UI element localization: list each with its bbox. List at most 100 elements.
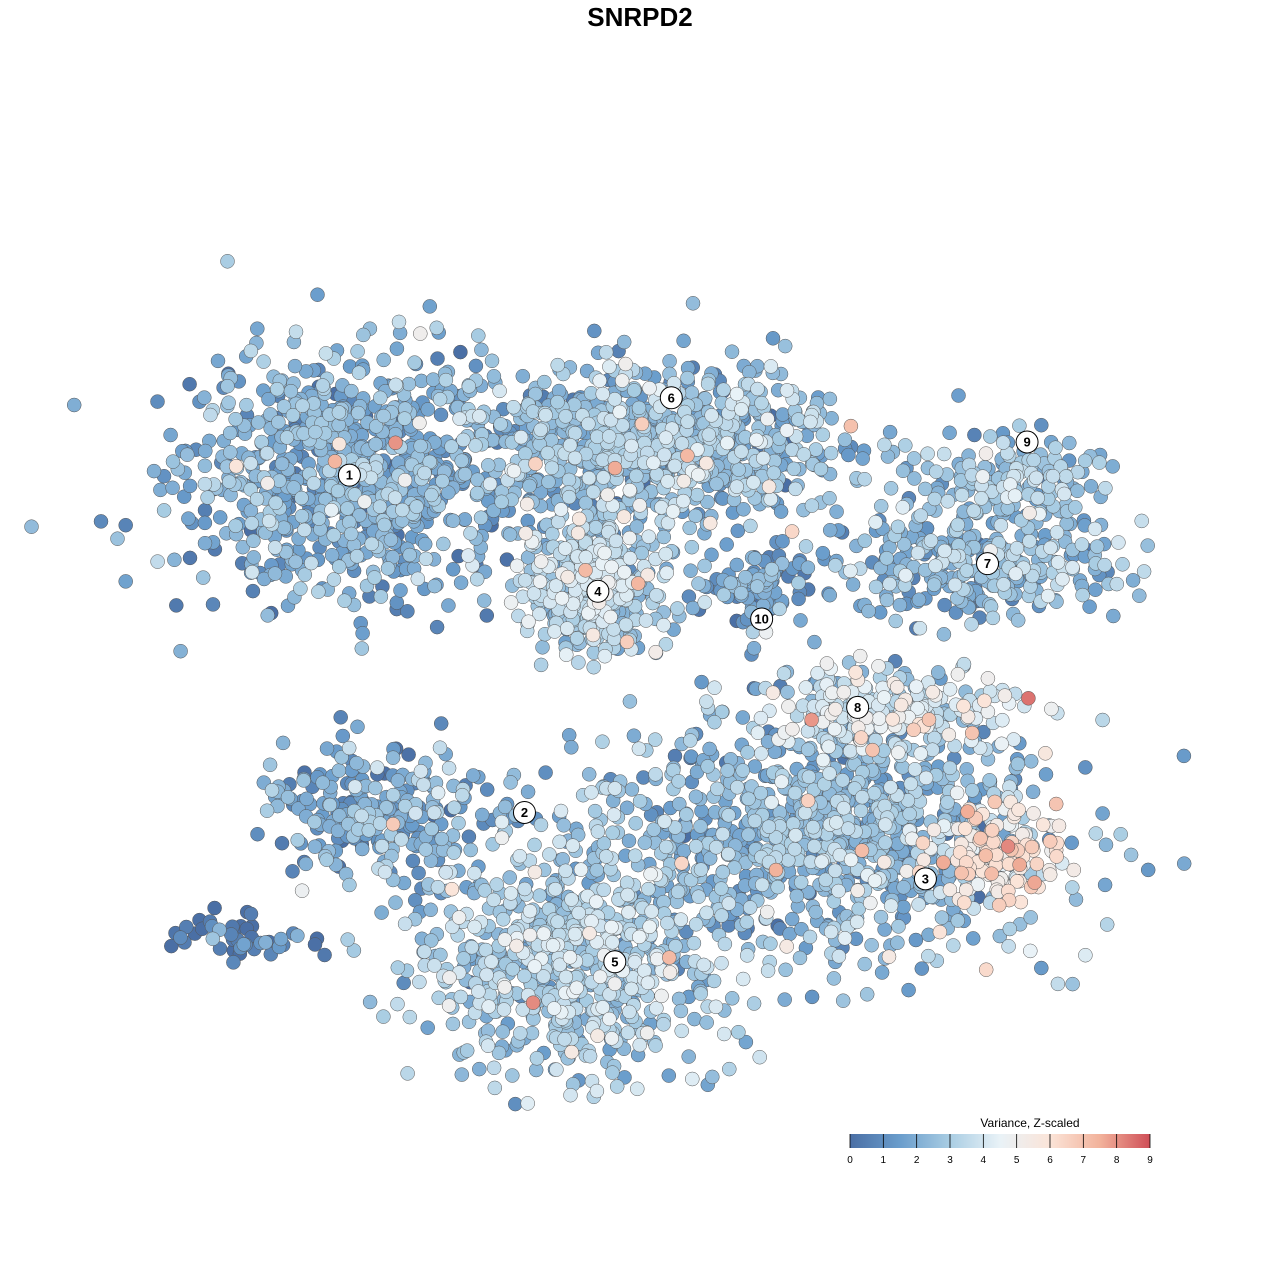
cell-point [326, 528, 341, 543]
cell-point [1030, 490, 1045, 506]
cell-point [708, 840, 724, 855]
cell-point [656, 617, 671, 633]
cell-point [582, 1048, 598, 1064]
cell-point [775, 534, 790, 549]
cell-point [879, 551, 894, 566]
cell-point [683, 733, 698, 748]
cell-point [438, 372, 454, 388]
cell-point [1045, 468, 1061, 484]
cell-point [882, 424, 898, 440]
cell-point [424, 487, 439, 503]
cell-point [849, 914, 865, 930]
cell-point [445, 1016, 461, 1032]
cell-point [985, 610, 1001, 626]
cell-point [459, 1043, 475, 1058]
cell-point [413, 326, 428, 341]
cell-point [280, 790, 296, 805]
cell-point [807, 634, 822, 650]
cell-point [662, 353, 677, 369]
cell-point [1140, 862, 1156, 878]
cell-point [417, 465, 432, 481]
cell-point [739, 914, 755, 930]
cell-point [766, 465, 782, 481]
cell-point [287, 358, 303, 374]
cell-point [631, 400, 647, 416]
cell-point [936, 446, 952, 462]
cell-point [165, 480, 180, 496]
cell-point [290, 928, 305, 943]
cell-point [410, 571, 426, 587]
cell-point [324, 547, 340, 563]
cell-point [828, 558, 843, 573]
cell-point [484, 954, 499, 969]
cell-point [1106, 608, 1121, 624]
cell-point [632, 498, 647, 513]
cell-point [197, 476, 213, 492]
cell-point [670, 884, 686, 900]
cell-point [659, 565, 674, 581]
cell-point [383, 532, 399, 547]
cell-point [364, 536, 379, 552]
cell-point [923, 533, 939, 548]
cell-point [707, 714, 722, 730]
cell-point [299, 791, 314, 807]
cell-point [710, 781, 725, 797]
cell-point [587, 803, 603, 819]
cell-point [333, 710, 348, 725]
cell-point [902, 806, 917, 822]
cell-point [430, 785, 446, 801]
cell-point [495, 912, 511, 927]
cell-point [777, 992, 792, 1007]
cell-point [455, 787, 470, 803]
cell-point [741, 827, 756, 842]
cell-point [182, 478, 198, 494]
cell-point [642, 919, 657, 935]
cell-point [721, 808, 736, 823]
cell-point [601, 429, 617, 444]
cell-point [836, 800, 851, 816]
cell-point [592, 373, 607, 388]
cell-point [873, 498, 889, 514]
cell-point [753, 710, 769, 726]
cell-point [908, 932, 924, 948]
cell-point [306, 476, 322, 491]
cell-point [696, 957, 711, 973]
cell-point [249, 491, 265, 507]
cell-point [250, 321, 265, 336]
cell-point [1050, 976, 1066, 992]
cell-point [859, 987, 875, 1002]
cell-point [221, 474, 237, 489]
cell-point [621, 833, 637, 849]
cell-point [831, 949, 847, 964]
cell-point [883, 481, 899, 496]
cell-point [467, 919, 482, 935]
cell-point [307, 937, 323, 952]
cell-point [220, 378, 235, 394]
cell-point [146, 463, 162, 479]
cell-point [182, 376, 197, 392]
cell-point [476, 593, 492, 608]
cell-point [837, 931, 853, 946]
cell-point [354, 808, 369, 824]
cell-point [624, 782, 640, 797]
cell-point [1105, 459, 1120, 474]
cell-point [719, 537, 734, 552]
cell-point [24, 519, 39, 534]
cell-point [670, 601, 685, 616]
cell-point [686, 935, 702, 951]
cell-point [592, 969, 608, 985]
cell-point [561, 472, 577, 488]
cell-point [220, 254, 235, 269]
cell-point [646, 455, 661, 471]
cell-point [1078, 947, 1093, 963]
cell-point [195, 570, 211, 585]
cell-point [983, 429, 998, 444]
cell-point [1136, 564, 1152, 579]
cell-point [912, 620, 928, 636]
cell-point [874, 965, 890, 980]
cell-point [1012, 418, 1027, 433]
cell-point [453, 575, 469, 590]
cell-point [347, 779, 363, 794]
cell-point [608, 533, 624, 549]
cell-point [947, 577, 963, 593]
